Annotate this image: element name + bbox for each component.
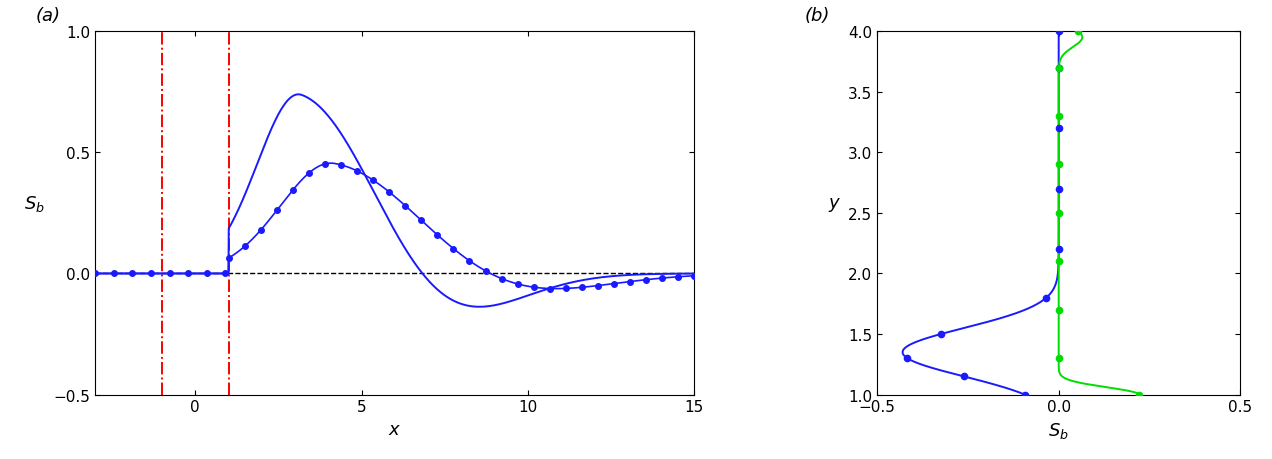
X-axis label: $S_b$: $S_b$ <box>1048 420 1068 440</box>
Y-axis label: $S_b$: $S_b$ <box>24 194 45 213</box>
X-axis label: $x$: $x$ <box>388 420 402 438</box>
Text: (b): (b) <box>805 7 829 25</box>
Y-axis label: $y$: $y$ <box>828 196 841 213</box>
Text: (a): (a) <box>36 7 61 25</box>
